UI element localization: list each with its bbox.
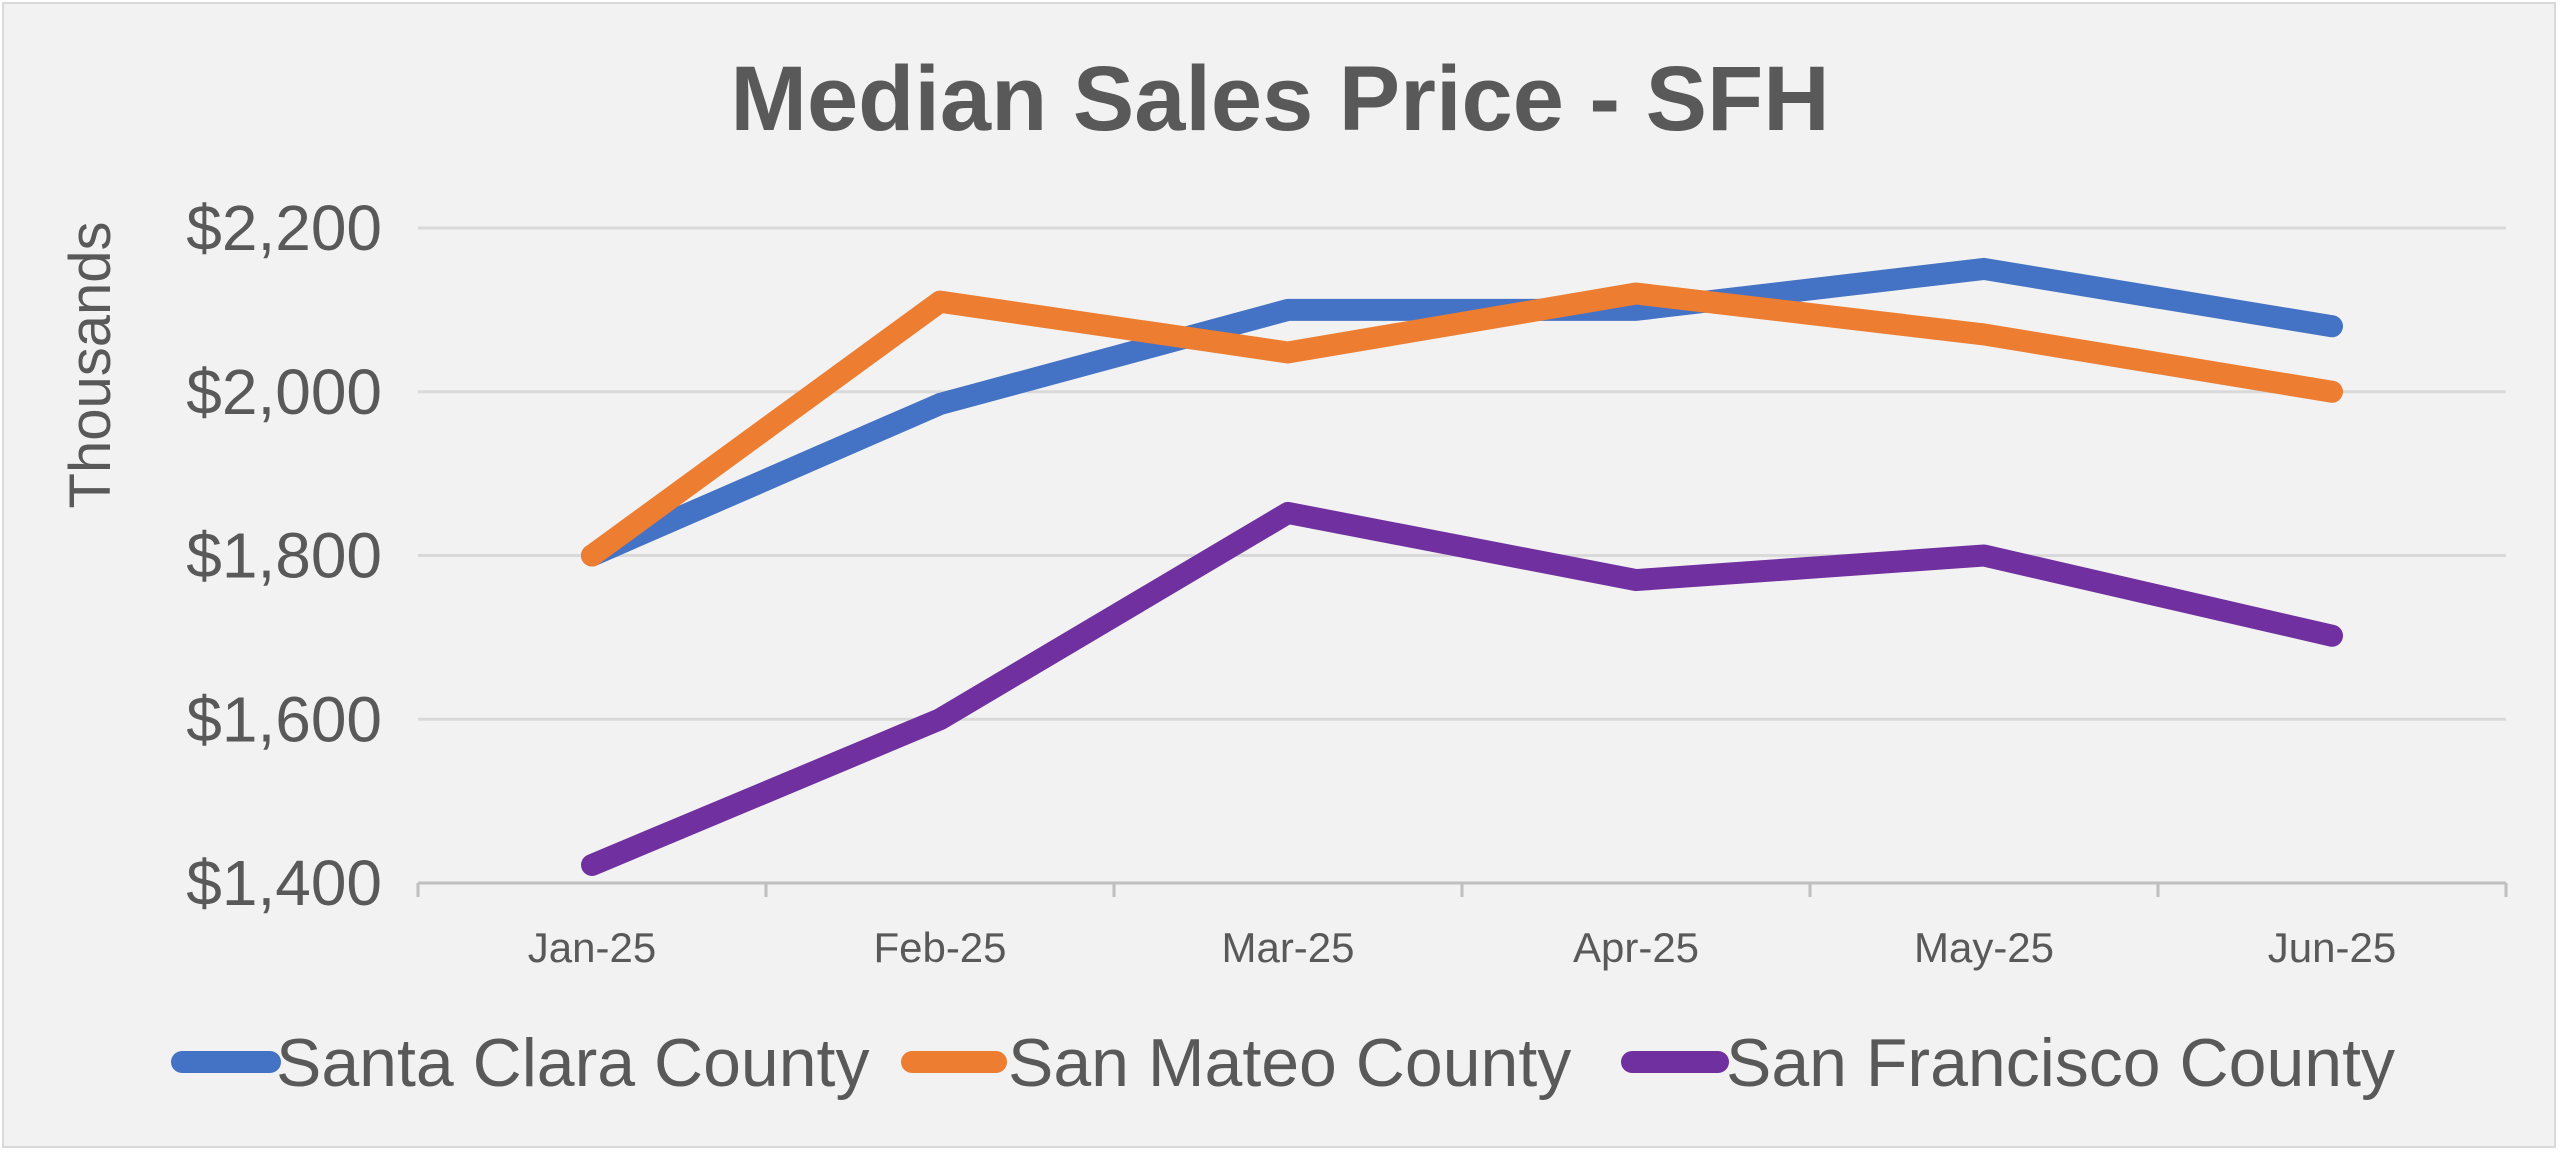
chart-title: Median Sales Price - SFH: [730, 48, 1829, 150]
x-tick-label: Feb-25: [873, 924, 1006, 971]
legend-label: San Mateo County: [1008, 1025, 1571, 1101]
y-tick-label: $2,000: [186, 356, 382, 428]
x-tick-label: Jan-25: [528, 924, 656, 971]
legend: Santa Clara County San Mateo County San Fr…: [171, 1025, 2395, 1101]
y-axis-label: Thousands: [58, 222, 123, 509]
x-tick-label: Jun-25: [2268, 924, 2396, 971]
y-axis-ticks: $1,400 $1,600 $1,800 $2,000 $2,200: [186, 192, 382, 919]
series-line-san-mateo-county: [581, 282, 2343, 567]
x-tick-label: May-25: [1914, 924, 2054, 971]
legend-label: Santa Clara County: [276, 1025, 869, 1101]
series-line-san-francisco-county: [581, 501, 2343, 876]
y-tick-label: $1,800: [186, 520, 382, 592]
series-lines: [581, 257, 2343, 876]
y-tick-label: $1,600: [186, 683, 382, 755]
y-tick-label: $2,200: [186, 192, 382, 264]
x-tick-label: Mar-25: [1221, 924, 1354, 971]
x-tick-label: Apr-25: [1573, 924, 1699, 971]
legend-label: San Francisco County: [1726, 1025, 2395, 1101]
x-axis: Jan-25 Feb-25 Mar-25 Apr-25 May-25 Jun-25: [416, 881, 2508, 971]
series-line-santa-clara-county: [581, 257, 2343, 567]
y-tick-label: $1,400: [186, 847, 382, 919]
